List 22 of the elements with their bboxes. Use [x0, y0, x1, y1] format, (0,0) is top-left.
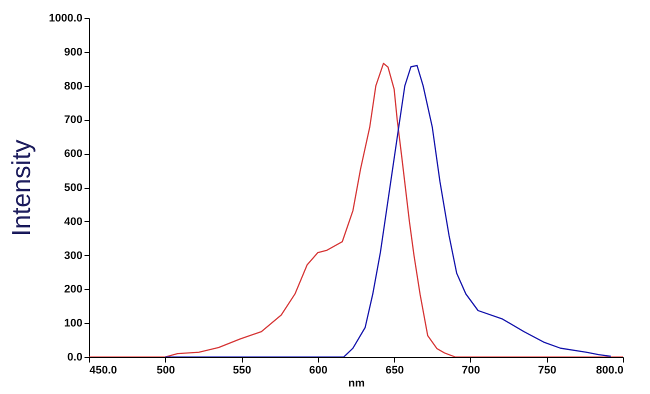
y-tick-label: 900 — [64, 46, 82, 58]
y-axis-title: Intensity — [6, 140, 36, 236]
y-tick-label: 100 — [64, 318, 82, 330]
y-tick-label: 500 — [64, 182, 82, 194]
x-tick-label: 650 — [385, 364, 404, 376]
y-tick-label: 1000.0 — [48, 12, 82, 24]
y-tick-label: 200 — [64, 284, 82, 296]
y-tick-label: 600 — [64, 148, 82, 160]
x-tick-label: 600 — [309, 364, 328, 376]
x-tick-label: 700 — [462, 364, 480, 376]
y-tick-label: 300 — [64, 250, 82, 262]
line-series — [164, 64, 612, 357]
x-tick-label: 800.0 — [596, 364, 624, 376]
y-tick-label: 800 — [64, 80, 82, 92]
x-tick-label: 500 — [156, 364, 175, 376]
y-tick-label: 400 — [64, 216, 82, 228]
x-axis-title: nm — [348, 378, 365, 390]
x-tick-label: 550 — [232, 364, 252, 376]
x-tick-label: 450.0 — [90, 364, 118, 376]
x-tick-label: 750 — [538, 364, 556, 376]
y-tick-label: 0.0 — [67, 352, 82, 364]
y-tick-label: 700 — [64, 114, 82, 126]
